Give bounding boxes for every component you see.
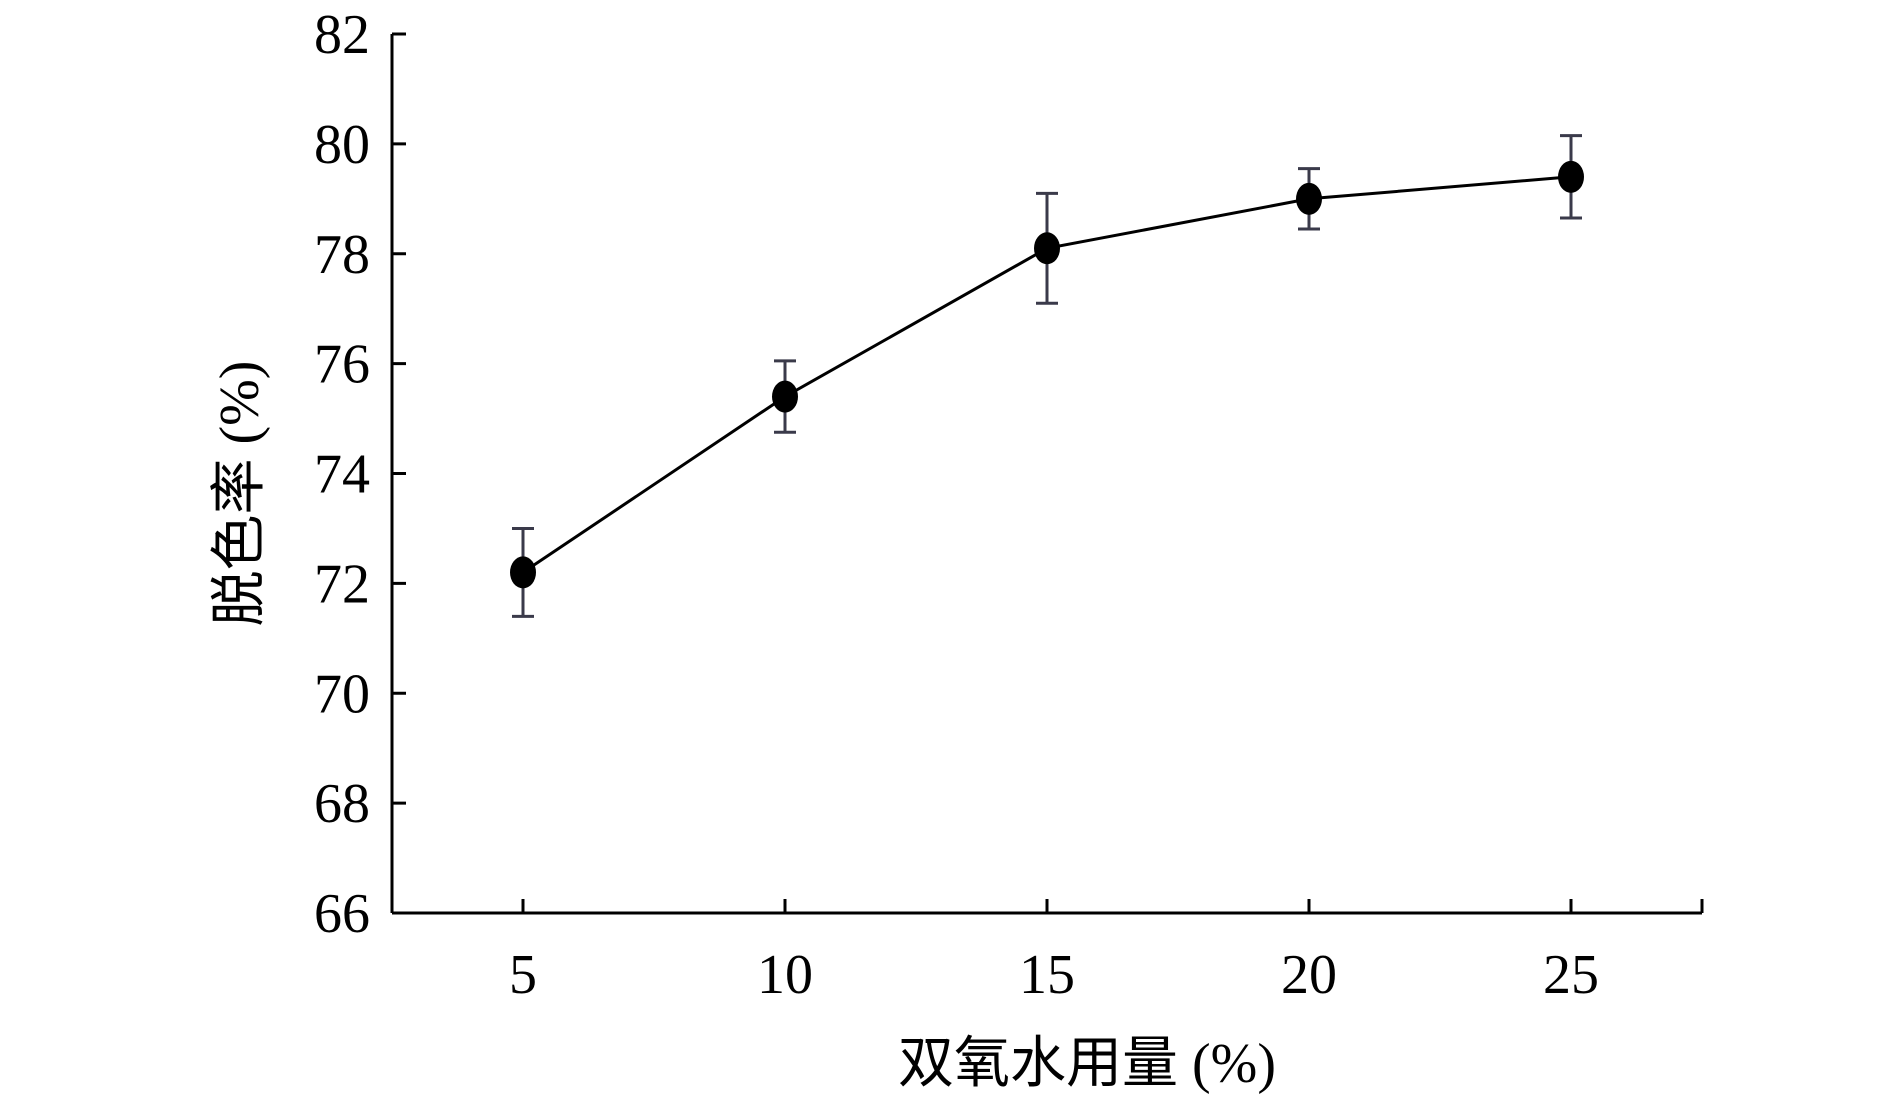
- y-tick-label-76: 76: [314, 334, 370, 396]
- y-tick-label-78: 78: [314, 224, 370, 286]
- axes: [390, 32, 1704, 915]
- y-tick-label-66: 66: [314, 883, 370, 945]
- data-point-5: [510, 556, 536, 589]
- x-tick-label-20: 20: [1281, 944, 1337, 1006]
- data-markers: [510, 160, 1584, 589]
- y-axis-title: 脱色率 (%): [209, 361, 271, 627]
- y-tick-label-70: 70: [314, 663, 370, 725]
- x-tick-label-15: 15: [1019, 944, 1075, 1006]
- x-axis-title: 双氧水用量 (%): [898, 1033, 1276, 1095]
- y-tick-label-80: 80: [314, 114, 370, 176]
- x-tick-label-10: 10: [757, 944, 813, 1006]
- data-point-20: [1296, 182, 1322, 215]
- data-point-25: [1558, 160, 1584, 193]
- error-bars: [512, 134, 1582, 618]
- data-point-15: [1034, 232, 1060, 265]
- y-tick-label-82: 82: [314, 4, 370, 66]
- x-tick-label-25: 25: [1543, 944, 1599, 1006]
- y-tick-label-72: 72: [314, 553, 370, 615]
- tick-labels: 66 68 70 72 74 76 78 80 82 5 10 15 20 25: [314, 4, 1599, 1006]
- data-point-10: [772, 380, 798, 413]
- y-tick-label-68: 68: [314, 773, 370, 835]
- y-tick-label-74: 74: [314, 444, 370, 506]
- x-tick-label-5: 5: [509, 944, 537, 1006]
